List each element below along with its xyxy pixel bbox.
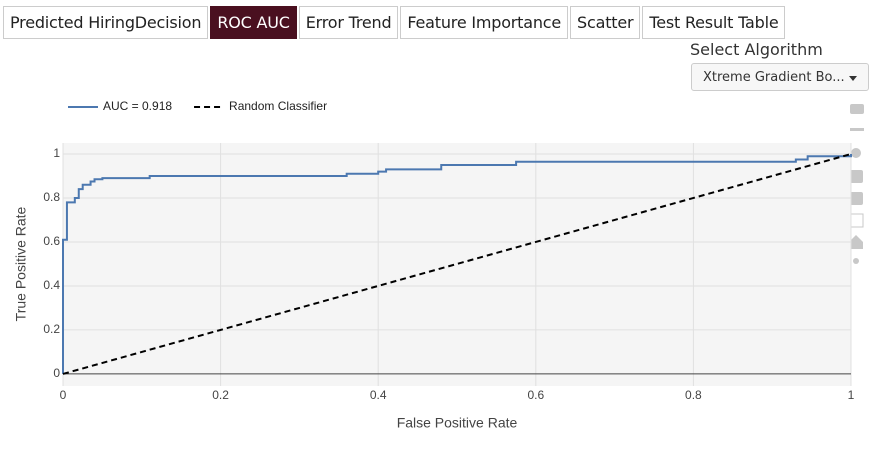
modebar-button[interactable] (850, 170, 863, 183)
tab[interactable]: ROC AUC (210, 6, 297, 39)
y-tick-label: 0.8 (43, 190, 60, 204)
select-label: Select Algorithm (690, 40, 823, 59)
select-value: Xtreme Gradient Bo... (703, 70, 845, 85)
x-tick-label: 0.6 (527, 388, 544, 402)
tab[interactable]: Error Trend (298, 6, 399, 39)
roc-line (62, 153, 852, 375)
chart: False Positive Rate True Positive Rate 0… (13, 99, 864, 431)
y-tick-label: 1 (53, 146, 60, 160)
tab[interactable]: Predicted HiringDecision (3, 6, 209, 39)
legend-item: Random Classifier (194, 99, 327, 113)
tab-bar: Predicted HiringDecision ROC AUC Error T… (3, 6, 786, 39)
modebar-button[interactable] (849, 213, 864, 228)
x-tick-label: 0.8 (685, 388, 702, 402)
tab[interactable]: Test Result Table (642, 6, 786, 39)
legend-label: AUC = 0.918 (103, 99, 172, 113)
modebar (849, 104, 864, 264)
y-tick-label: 0.6 (43, 234, 60, 248)
x-tick-label: 0.4 (370, 388, 387, 402)
y-tick-label: 0 (53, 366, 60, 380)
tab[interactable]: Feature Importance (400, 6, 569, 39)
modebar-button[interactable] (853, 258, 859, 264)
modebar-button[interactable] (850, 128, 864, 131)
modebar-button[interactable] (851, 148, 861, 158)
legend-item: AUC = 0.918 (68, 99, 172, 113)
x-tick-label: 0 (60, 388, 67, 402)
x-axis-title: False Positive Rate (397, 415, 518, 431)
roc-line (62, 153, 852, 374)
x-tick-label: 1 (848, 388, 855, 402)
y-tick-label: 0.2 (43, 322, 60, 336)
tab[interactable]: Scatter (570, 6, 641, 39)
y-axis-title: True Positive Rate (13, 206, 29, 321)
x-tick-label: 0.2 (212, 388, 229, 402)
legend-label: Random Classifier (229, 99, 327, 113)
plot-background (63, 143, 851, 386)
caret (849, 76, 857, 81)
modebar-button[interactable] (850, 192, 863, 205)
modebar-button[interactable] (850, 104, 864, 114)
y-tick-label: 0.4 (43, 278, 60, 292)
algorithm-select[interactable]: Xtreme Gradient Bo... (691, 63, 869, 91)
modebar-button[interactable] (849, 235, 863, 249)
